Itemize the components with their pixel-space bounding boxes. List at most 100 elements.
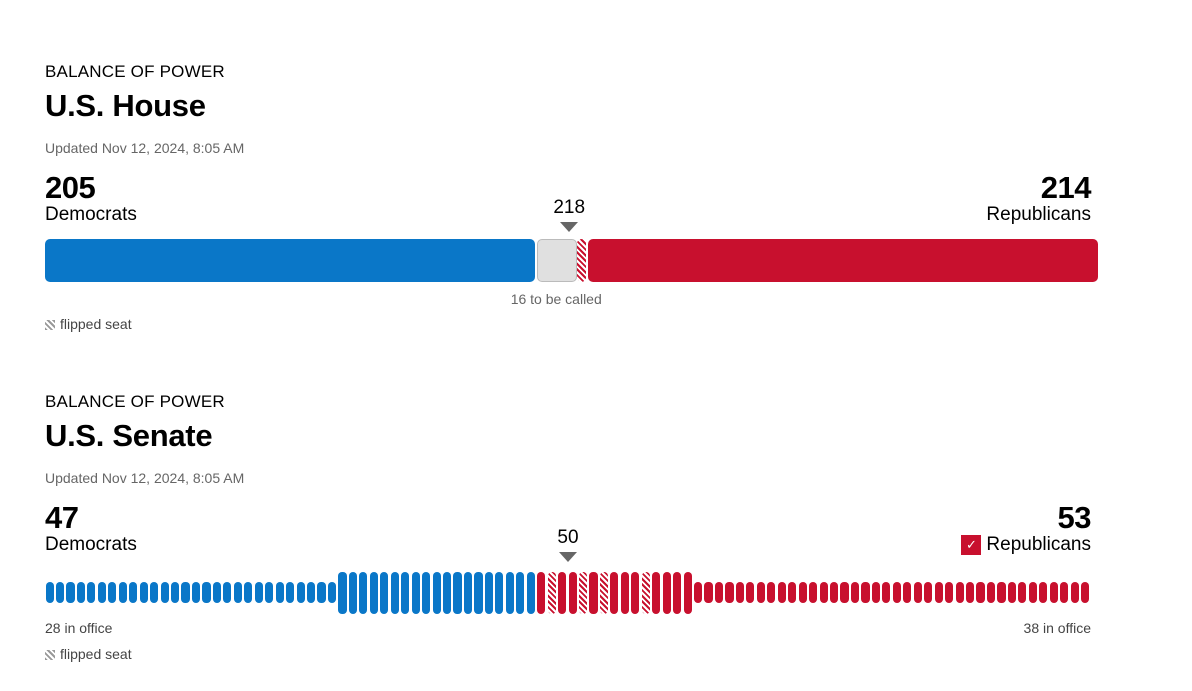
senate-seat-rep [924,582,933,603]
house-rep-label: Republicans [986,204,1091,225]
senate-seat-rep [683,572,692,614]
house-seat-bar [45,239,1098,282]
house-rep-segment [588,239,1098,282]
senate-seat-dem [55,582,65,603]
senate-seat-dem [139,582,148,603]
senate-seat-rep [1028,582,1037,603]
senate-seat-dem [401,572,410,614]
senate-seat-rep [913,582,922,603]
senate-seat-dem [359,572,368,614]
senate-seat-rep [840,582,849,603]
senate-seat-dem [380,572,389,614]
senate-seat-rep [892,582,901,603]
senate-threshold-marker [559,552,577,562]
senate-seat-dem [411,572,420,614]
senate-kicker: BALANCE OF POWER [45,392,225,411]
senate-seat-rep [986,582,996,603]
senate-seat-rep [704,582,713,603]
senate-seat-chart [45,569,1091,617]
senate-seat-dem [275,582,284,603]
senate-rep-in-office: 38 in office [1023,620,1091,636]
senate-seat-dem [76,582,86,603]
senate-seat-rep [756,582,765,603]
senate-seat-rep [1081,582,1090,603]
senate-seat-dem [516,572,525,614]
house-dem-label: Democrats [45,204,137,225]
senate-seat-rep [861,582,870,603]
senate-seat-rep [631,572,640,614]
senate-seat-rep [965,582,975,603]
senate-seat-dem [191,582,201,603]
senate-seat-rep [798,582,807,603]
senate-rep-count: 53 [1057,500,1092,535]
senate-seat-rep [1070,582,1079,603]
senate-seat-rep [558,572,567,614]
senate-seat-rep [882,582,891,603]
senate-seat-dem [244,582,253,603]
senate-seat-rep [1018,582,1027,603]
senate-rep-label: Republicans [986,534,1091,555]
senate-seat-rep-flipped [547,572,556,614]
house-threshold-marker [560,222,579,232]
senate-seat-dem [348,572,357,614]
senate-seat-rep [1049,582,1058,603]
senate-seat-dem [45,582,54,603]
senate-seat-rep [620,572,629,614]
house-dem-segment [45,239,536,282]
senate-seat-dem [150,582,159,603]
senate-seat-rep [997,582,1006,603]
senate-seat-dem [474,572,483,614]
senate-seat-rep [662,572,671,614]
senate-seat-rep [903,582,912,603]
house-flipped-segment [577,239,587,282]
senate-seat-dem [97,582,106,603]
senate-seat-dem [484,572,493,614]
senate-seat-dem [296,582,305,603]
house-uncalled-segment [537,239,578,282]
senate-seat-dem [202,582,211,603]
senate-seat-rep [830,582,839,603]
senate-seat-rep [652,572,661,614]
house-threshold-label: 218 [553,197,586,218]
senate-seat-rep [777,582,786,603]
senate-seat-rep [945,582,954,603]
senate-seat-dem [526,572,535,614]
senate-legend-label: flipped seat [60,646,132,662]
senate-seat-rep [1007,582,1016,603]
senate-seat-rep [610,572,619,614]
senate-seat-dem [432,572,441,614]
senate-seat-rep [934,582,943,603]
house-kicker: BALANCE OF POWER [45,62,225,81]
senate-seat-rep-flipped [599,572,609,614]
senate-seat-rep [1039,582,1048,603]
senate-seat-dem [505,572,514,614]
senate-seat-rep [788,582,797,603]
senate-seat-dem [233,582,242,603]
senate-seat-rep [694,582,703,603]
senate-seat-dem [390,572,399,614]
senate-seat-dem [118,582,127,603]
senate-seat-dem [223,582,232,603]
senate-seat-rep [589,572,598,614]
senate-dem-count: 47 [45,500,79,535]
senate-seat-dem [317,582,326,603]
senate-seat-rep [746,582,755,603]
senate-seat-rep [819,582,828,603]
senate-seat-rep-flipped [578,572,588,614]
senate-seat-rep [976,582,985,603]
senate-seat-dem [307,582,316,603]
house-legend-label: flipped seat [60,316,132,332]
senate-seat-rep [850,582,860,603]
senate-seat-dem [453,572,462,614]
hatch-swatch-icon [45,650,55,660]
senate-seat-rep [537,572,546,614]
senate-seat-dem [442,572,452,614]
senate-threshold-label: 50 [557,527,579,548]
senate-seat-rep [871,582,880,603]
senate-seat-dem [286,582,295,603]
senate-seat-rep [673,572,682,614]
senate-seat-dem [87,582,96,603]
senate-dem-label: Democrats [45,534,137,555]
senate-dem-in-office: 28 in office [45,620,113,636]
senate-seat-rep [725,582,734,603]
